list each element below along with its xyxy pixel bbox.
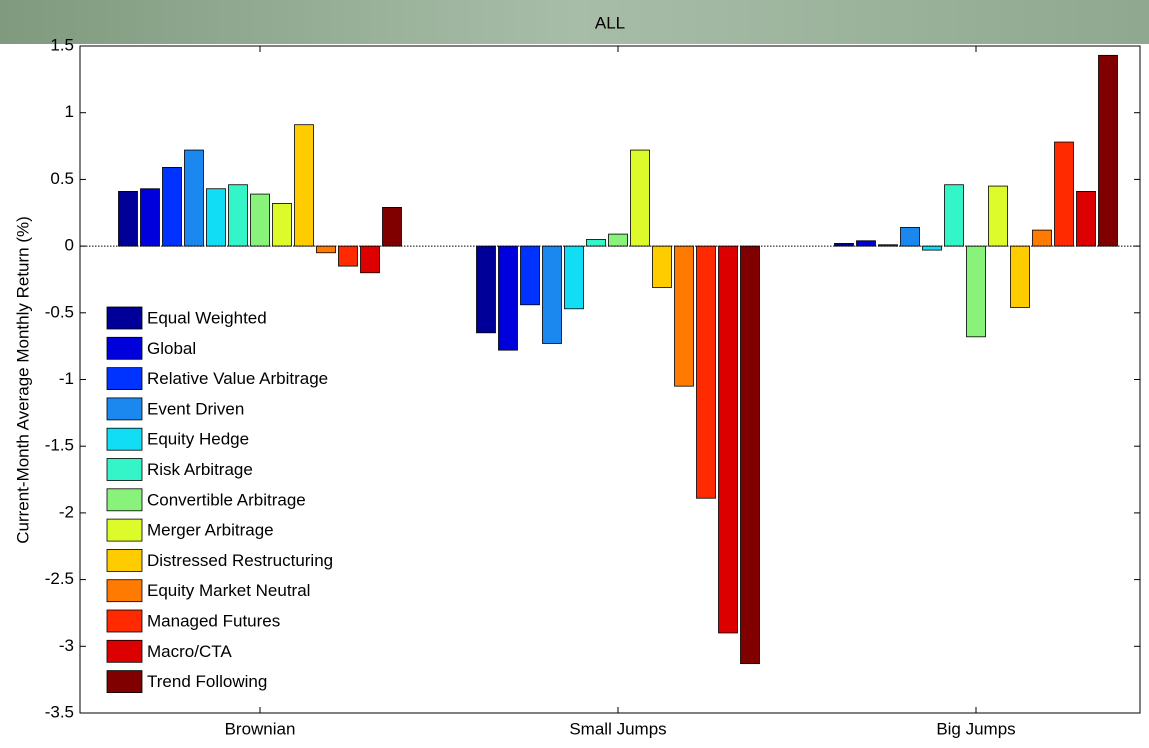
bar <box>338 245 358 267</box>
legend-label: Equal Weighted <box>147 308 267 327</box>
header-band <box>0 0 1149 44</box>
bar <box>966 245 986 338</box>
legend-swatch <box>106 367 143 391</box>
bar <box>250 193 270 247</box>
bar <box>856 240 876 247</box>
bar <box>294 124 314 247</box>
y-axis-label: Current-Month Average Monthly Return (%) <box>13 216 32 544</box>
legend-swatch <box>106 458 143 481</box>
legend-label: Equity Hedge <box>147 430 249 449</box>
bar <box>1010 245 1030 308</box>
plot-area <box>79 45 1141 714</box>
y-tick-label: 1 <box>65 102 74 121</box>
bar <box>564 245 584 310</box>
bar <box>360 245 380 274</box>
bar <box>1098 54 1118 247</box>
legend-label: Managed Futures <box>147 611 280 630</box>
bar <box>272 203 292 247</box>
bar <box>476 245 496 334</box>
y-tick-label: 0 <box>65 236 74 255</box>
legend-swatch <box>106 336 143 360</box>
y-tick-label: -0.5 <box>45 302 74 321</box>
bar <box>140 188 160 247</box>
bar <box>586 239 606 247</box>
bar <box>498 245 518 351</box>
bar <box>718 245 738 634</box>
y-tick-label: -2.5 <box>45 569 74 588</box>
bar <box>206 188 226 247</box>
bar <box>608 233 628 247</box>
bar <box>316 245 336 254</box>
bar <box>630 149 650 247</box>
legend-label: Equity Market Neutral <box>147 581 310 600</box>
y-tick-label: -1 <box>59 369 74 388</box>
y-tick-label: -1.5 <box>45 436 74 455</box>
bar <box>228 184 248 247</box>
legend-swatch <box>106 579 143 603</box>
y-tick-label: -3.5 <box>45 702 74 721</box>
bar <box>652 245 672 288</box>
legend-label: Event Driven <box>147 399 244 418</box>
legend-swatch <box>106 670 143 693</box>
legend-swatch <box>106 427 143 451</box>
bar <box>922 245 942 251</box>
bar <box>1054 141 1074 247</box>
chart-title: ALL <box>595 13 625 32</box>
legend-label: Risk Arbitrage <box>147 460 253 479</box>
bar <box>944 184 964 247</box>
legend-label: Merger Arbitrage <box>147 521 274 540</box>
legend-label: Macro/CTA <box>147 642 232 661</box>
legend-label: Convertible Arbitrage <box>147 490 306 509</box>
bar <box>118 191 138 247</box>
bar <box>740 245 760 665</box>
y-tick-label: 0.5 <box>50 169 74 188</box>
x-tick-label: Big Jumps <box>936 719 1015 738</box>
legend-swatch <box>106 306 143 330</box>
x-tick-label: Small Jumps <box>569 719 666 738</box>
bar <box>696 245 716 499</box>
bar <box>520 245 540 306</box>
x-tick-label: Brownian <box>225 719 296 738</box>
bar <box>900 227 920 247</box>
bar <box>988 185 1008 247</box>
legend-swatch <box>106 518 143 542</box>
y-tick-label: -3 <box>59 636 74 655</box>
legend-swatch <box>106 549 143 572</box>
bar <box>1076 191 1096 247</box>
bar <box>542 245 562 344</box>
legend-label: Trend Following <box>147 672 267 691</box>
legend-swatch <box>106 639 143 663</box>
y-tick-label: 1.5 <box>50 35 74 54</box>
bar <box>162 166 182 247</box>
bar <box>834 243 854 247</box>
y-tick-label: -2 <box>59 502 74 521</box>
bar <box>184 149 204 247</box>
legend-swatch <box>106 488 143 512</box>
legend-label: Relative Value Arbitrage <box>147 369 328 388</box>
legend-label: Distressed Restructuring <box>147 551 333 570</box>
legend-label: Global <box>147 339 196 358</box>
legend-swatch <box>106 397 143 421</box>
bar <box>382 207 402 247</box>
legend-swatch <box>106 609 143 633</box>
bar <box>1032 229 1052 247</box>
bar <box>674 245 694 387</box>
